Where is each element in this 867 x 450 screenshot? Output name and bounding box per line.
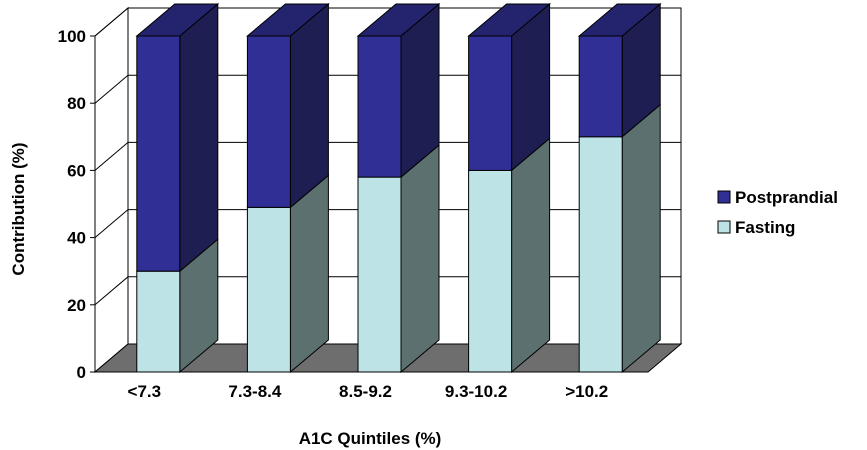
fasting-bar-side [621,103,661,374]
fasting-bar [578,136,623,373]
gridline [94,7,681,37]
postprandial-bar-top [246,3,330,37]
x-tick-label: 9.3-10.2 [445,382,507,401]
legend-swatch [717,190,731,204]
postprandial-bar-side [179,2,219,273]
left-wall [94,6,129,374]
fasting-bar-side [511,137,551,374]
fasting-bar-side [289,174,329,374]
postprandial-bar [578,35,623,138]
x-tick-label: 7.3-8.4 [228,382,281,401]
x-tick-label: >10.2 [565,382,608,401]
fasting-bar [468,169,513,373]
legend-swatch [717,220,731,234]
postprandial-bar-top [356,3,441,37]
postprandial-bar-top [135,3,220,37]
x-tick-label: 8.5-9.2 [339,382,392,401]
fasting-bar [357,176,402,373]
x-axis-ticks: <7.3 7.3-8.4 8.5-9.2 9.3-10.2 >10.2 [95,371,648,401]
y-tick-label: 40 [67,229,86,248]
legend-label: Fasting [735,218,795,237]
y-tick-label: 100 [58,27,86,46]
legend-label: Postprandial [735,188,838,207]
y-axis-ticks: 0 20 40 60 80 100 [58,27,96,382]
postprandial-bar [136,35,181,272]
postprandial-bar [357,35,402,178]
y-tick-label: 20 [67,296,86,315]
fasting-bar-side [400,144,440,374]
x-axis-title: A1C Quintiles (%) [299,429,442,448]
postprandial-bar [468,35,513,171]
fasting-bar [246,206,291,373]
postprandial-bar-top [467,3,551,37]
postprandial-bar [246,35,291,208]
postprandial-bar-side [289,2,329,209]
y-axis-title: Contribution (%) [9,142,28,275]
y-tick-label: 60 [67,161,86,180]
chart-bars [135,2,662,374]
legend: Postprandial Fasting [717,188,838,237]
y-tick-label: 80 [67,94,86,113]
fasting-bar [136,270,181,373]
x-tick-label: <7.3 [128,382,162,401]
postprandial-bar-top [577,3,662,37]
y-tick-label: 0 [77,363,86,382]
